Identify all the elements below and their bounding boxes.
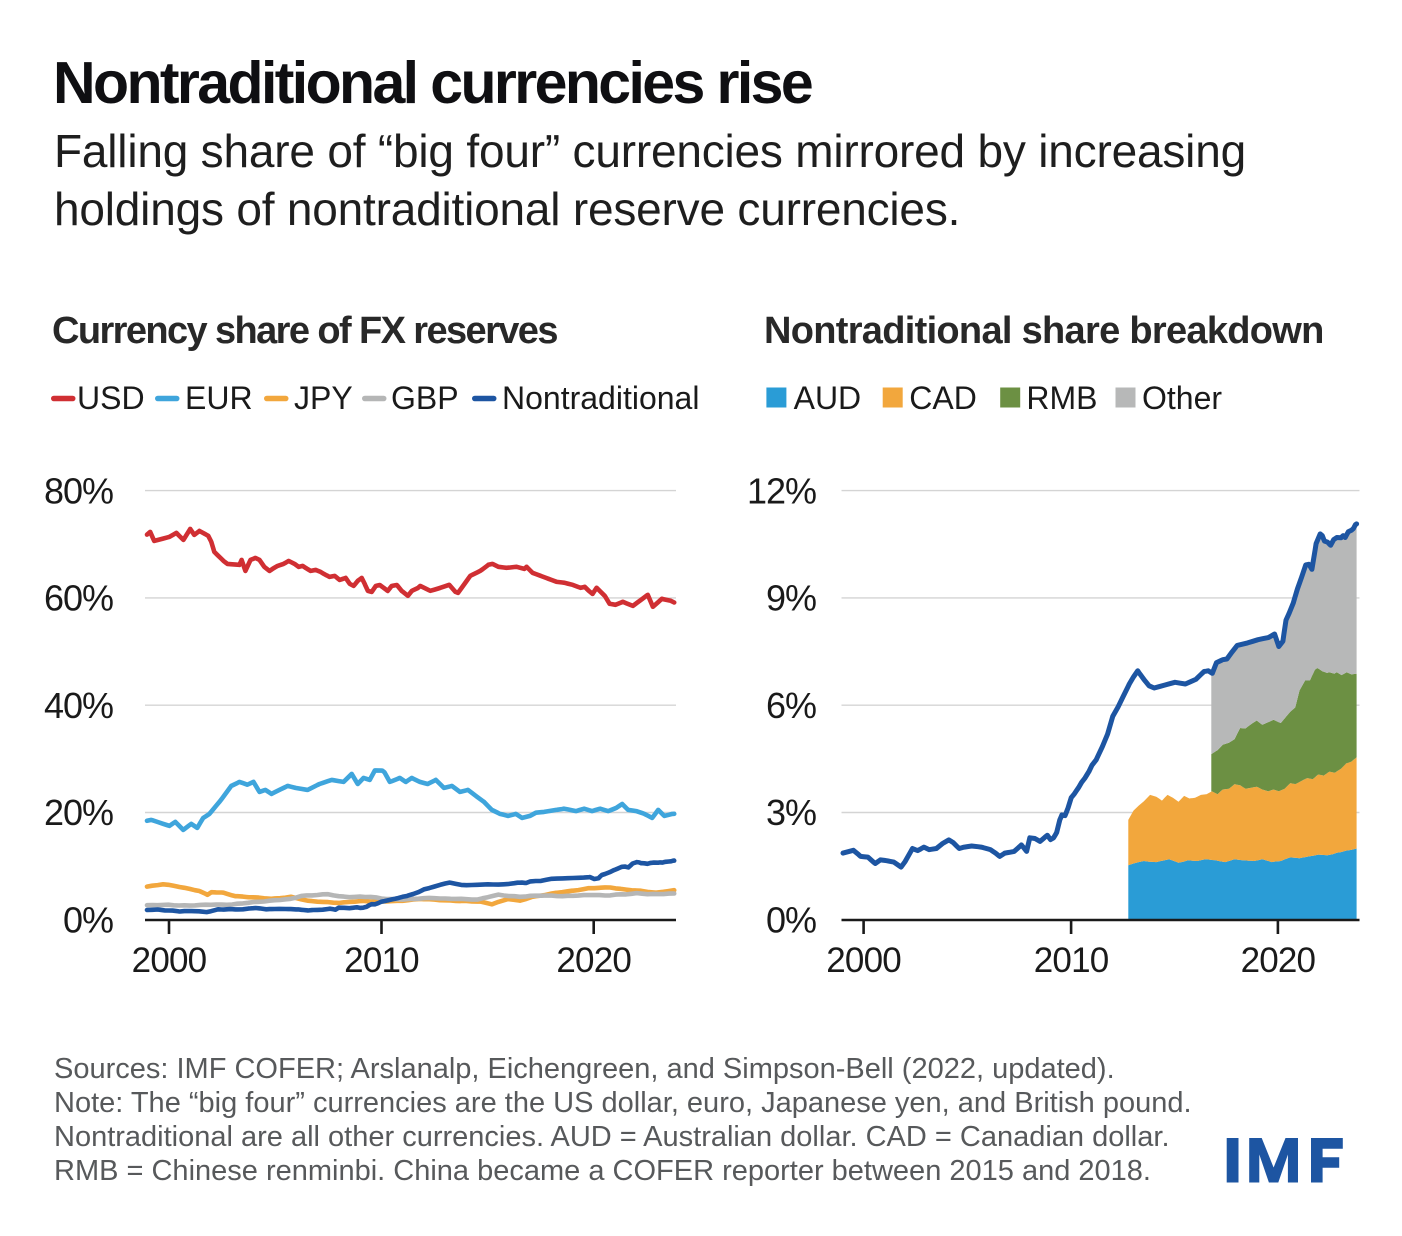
svg-text:EUR: EUR — [185, 380, 253, 416]
svg-text:RMB: RMB — [1026, 380, 1097, 416]
svg-text:CAD: CAD — [909, 380, 977, 416]
svg-text:80%: 80% — [44, 470, 113, 511]
svg-text:2010: 2010 — [344, 941, 419, 980]
svg-text:0%: 0% — [63, 900, 113, 941]
svg-text:2020: 2020 — [1241, 941, 1316, 980]
svg-text:60%: 60% — [44, 578, 113, 619]
svg-text:9%: 9% — [766, 578, 816, 619]
svg-text:12%: 12% — [747, 470, 816, 511]
svg-text:Other: Other — [1142, 380, 1222, 416]
svg-text:2000: 2000 — [132, 941, 207, 980]
svg-text:40%: 40% — [44, 685, 113, 726]
svg-text:2010: 2010 — [1034, 941, 1109, 980]
svg-text:USD: USD — [77, 380, 145, 416]
svg-text:6%: 6% — [766, 685, 816, 726]
svg-text:2020: 2020 — [556, 941, 631, 980]
svg-text:2000: 2000 — [826, 941, 901, 980]
svg-text:0%: 0% — [766, 900, 816, 941]
svg-text:20%: 20% — [44, 792, 113, 833]
svg-text:3%: 3% — [766, 792, 816, 833]
svg-text:Nontraditional: Nontraditional — [502, 380, 699, 416]
svg-text:AUD: AUD — [794, 380, 862, 416]
svg-text:GBP: GBP — [391, 380, 459, 416]
svg-text:JPY: JPY — [294, 380, 353, 416]
